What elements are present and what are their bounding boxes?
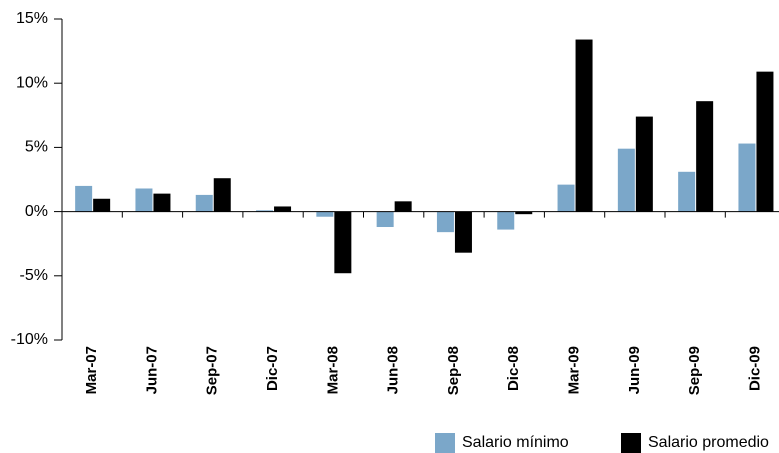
- bar: [75, 185, 93, 212]
- x-tick-label: Jun-07: [143, 346, 160, 394]
- bar: [316, 211, 334, 217]
- bar: [274, 206, 292, 212]
- bar: [738, 143, 756, 212]
- x-tick-label: Sep-08: [445, 346, 462, 395]
- bar: [256, 210, 274, 212]
- x-tick-label: Dic-07: [264, 346, 281, 391]
- bar: [436, 211, 454, 233]
- bar: [213, 178, 231, 212]
- y-tick-label: 10%: [16, 74, 48, 91]
- y-tick-label: 5%: [25, 139, 48, 156]
- legend: Salario mínimo Salario promedio: [435, 433, 769, 453]
- x-tick-label: Mar-09: [566, 346, 583, 394]
- bar: [135, 188, 153, 212]
- x-tick-label: Dic-08: [505, 346, 522, 391]
- bar: [515, 211, 533, 215]
- bar: [454, 211, 472, 253]
- x-tick-label: Mar-08: [324, 346, 341, 394]
- x-tick-label: Sep-09: [686, 346, 703, 395]
- bar: [153, 193, 171, 212]
- x-tick-label: Mar-07: [83, 346, 100, 394]
- bar: [678, 171, 696, 212]
- bar: [334, 211, 352, 274]
- legend-label: Salario mínimo: [462, 434, 569, 451]
- bar: [635, 116, 653, 212]
- y-tick-label: 0%: [25, 203, 48, 220]
- bar: [394, 201, 412, 212]
- legend-swatch: [435, 433, 455, 453]
- bar: [575, 39, 593, 212]
- legend-swatch: [621, 433, 641, 453]
- x-tick-label: Dic-09: [746, 346, 763, 391]
- x-tick-label: Jun-09: [626, 346, 643, 394]
- bar: [376, 211, 394, 228]
- y-tick-label: 15%: [16, 10, 48, 27]
- legend-label: Salario promedio: [648, 434, 769, 451]
- bar: [497, 211, 515, 230]
- bar: [617, 148, 635, 212]
- bar: [756, 71, 774, 212]
- y-tick-label: -5%: [20, 267, 48, 284]
- bar: [195, 194, 213, 212]
- bar: [696, 101, 714, 212]
- y-tick-label: -10%: [11, 331, 48, 348]
- x-tick-label: Sep-07: [204, 346, 221, 395]
- bar: [557, 184, 575, 212]
- bar: [93, 198, 111, 212]
- x-tick-label: Jun-08: [385, 346, 402, 394]
